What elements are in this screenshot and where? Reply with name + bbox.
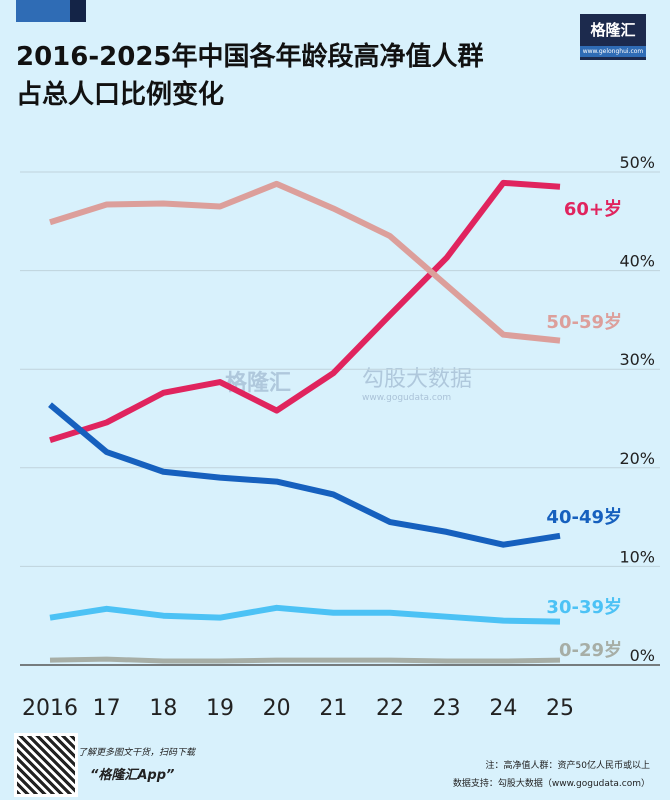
decor-bar [16,0,70,22]
y-tick-label: 0% [630,646,655,665]
series-label: 30-39岁 [546,596,622,618]
x-tick-label: 19 [206,696,234,720]
x-tick-label: 21 [319,696,347,720]
qr-code[interactable] [14,733,78,797]
y-tick-label: 50% [619,153,655,172]
x-tick-label: 20 [263,696,291,720]
series-label: 0-29岁 [559,639,622,661]
decor-bar [70,0,86,22]
x-tick-label: 18 [149,696,177,720]
x-tick-label: 2016 [22,696,78,720]
y-tick-label: 20% [619,449,655,468]
line-chart: 格隆汇 勾股大数据www.gogudata.com0%10%20%30%40%50… [20,153,660,720]
x-tick-label: 17 [93,696,121,720]
x-tick-label: 23 [433,696,461,720]
series-label: 60+岁 [564,198,622,220]
series-line-50-59岁 [49,180,561,344]
x-tick-label: 22 [376,696,404,720]
source: 数据支持：勾股大数据（www.gogudata.com） [452,779,650,789]
y-tick-label: 30% [619,350,655,369]
chart-title: 2016-2025年中国各年龄段高净值人群 占总人口比例变化 [16,42,484,110]
brand-logo: 格隆汇 www.gelonghui.com [580,14,646,60]
app-name: “格隆汇App” [90,768,175,783]
y-tick-label: 10% [619,547,655,566]
qr-text: 了解更多图文干货，扫码下载 [78,748,196,758]
series-line-0-29岁 [49,656,561,664]
series-line-30-39岁 [49,604,561,625]
x-tick-label: 24 [489,696,517,720]
y-tick-label: 40% [619,252,655,271]
watermark-source: 勾股大数据 [362,367,472,392]
series-line-40-49岁 [48,402,561,548]
series-label: 40-49岁 [546,506,622,528]
series-line-60+岁 [49,179,561,444]
watermark-url: www.gogudata.com [362,393,451,403]
x-tick-label: 25 [546,696,574,720]
note: 注：高净值人群：资产50亿人民币或以上 [485,761,650,771]
series-label: 50-59岁 [546,311,622,333]
